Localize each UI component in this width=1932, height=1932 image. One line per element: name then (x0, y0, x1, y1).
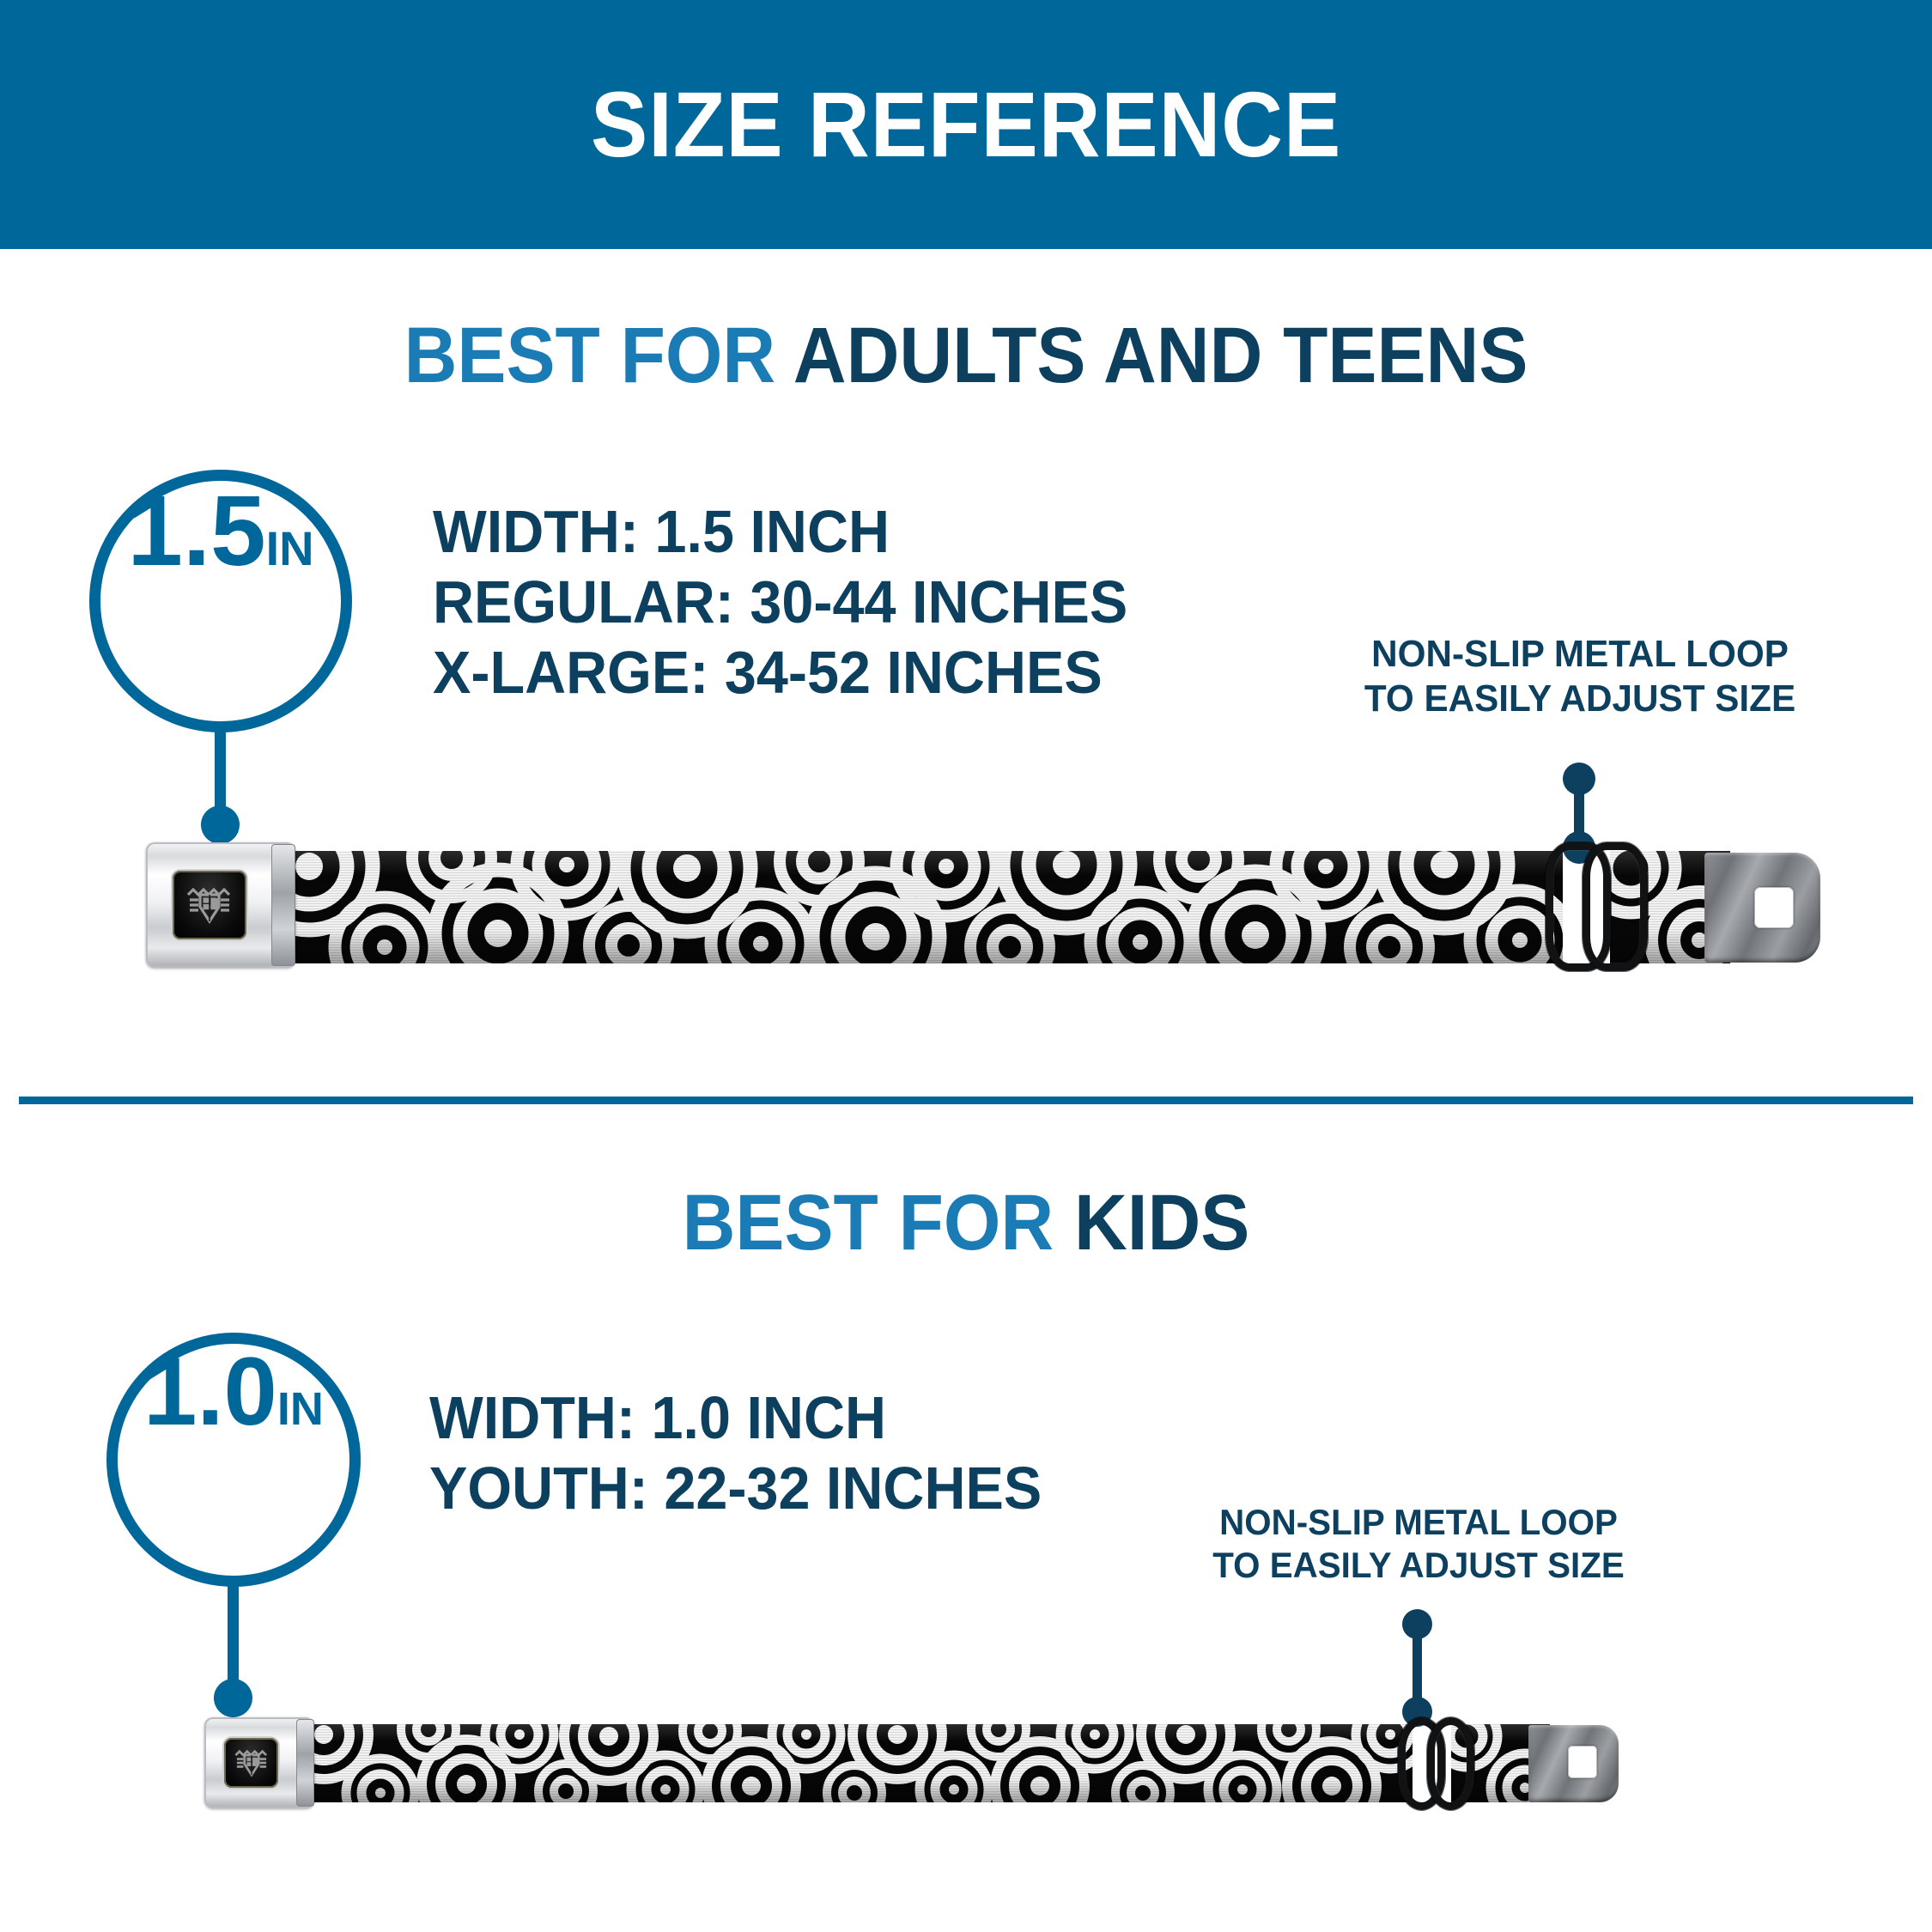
non-slip-metal-loop-kids-a (1398, 1717, 1445, 1810)
strap-shading-adults (283, 851, 1563, 963)
size-badge-number-1-5in: 1.5 (127, 475, 266, 586)
heading-emphasis-adults: ADULTS AND TEENS (793, 312, 1528, 399)
spec-line-youth-kids: YOUTH: 22-32 INCHES (429, 1455, 1042, 1522)
non-slip-metal-loop-adults-a (1546, 842, 1611, 971)
section-heading-kids: BEST FOR KIDS (68, 1183, 1865, 1262)
callout-leader-line-kids (1413, 1619, 1422, 1712)
strap-shading-kids (305, 1724, 1413, 1802)
belt-strap-kids (305, 1724, 1413, 1802)
size-badge-leader-line-1-5in (215, 726, 226, 820)
strap-pattern-adults (283, 851, 1563, 963)
heading-emphasis-kids: KIDS (1073, 1179, 1250, 1267)
strap-pattern-kids (305, 1724, 1413, 1802)
belt-buckle-adults (146, 842, 295, 968)
header-banner: SIZE REFERENCE (0, 0, 1932, 249)
spec-line-width-kids: WIDTH: 1.0 INCH (429, 1384, 886, 1451)
belt-tip-slot-kids (1568, 1746, 1597, 1778)
callout-line-2-adults: TO EASILY ADJUST SIZE (1364, 677, 1796, 720)
callout-line-1-kids: NON-SLIP METAL LOOP (1219, 1502, 1618, 1542)
size-badge-leader-dot-1-5in (201, 805, 240, 844)
buckle-clamp-kids (296, 1719, 314, 1807)
size-badge-number-1-0in: 1.0 (143, 1338, 277, 1445)
callout-leader-line-adults (1574, 773, 1584, 848)
section-divider (19, 1097, 1913, 1104)
callout-metal-loop-adults: NON-SLIP METAL LOOP TO EASILY ADJUST SIZ… (1348, 632, 1812, 721)
bd-shield-logo-icon-kids (234, 1749, 267, 1777)
belt-metal-tip-adults (1704, 853, 1820, 963)
non-slip-metal-loop-kids-b (1427, 1717, 1474, 1810)
strap-weave-texture-adults (283, 851, 1563, 963)
buckle-logo-plate-kids (224, 1738, 278, 1788)
buckle-logo-plate-adults (173, 871, 246, 939)
spec-line-xlarge-adults: X-LARGE: 34-52 INCHES (433, 639, 1103, 706)
size-badge-unit-1-5in: IN (265, 521, 314, 575)
spec-list-kids: WIDTH: 1.0 INCH YOUTH: 22-32 INCHES (429, 1382, 1074, 1523)
non-slip-metal-loop-adults-b (1583, 842, 1648, 971)
spec-list-adults: WIDTH: 1.5 INCH REGULAR: 30-44 INCHES X-… (433, 496, 1164, 708)
buckle-clamp-adults (271, 844, 295, 966)
spec-line-width-adults: WIDTH: 1.5 INCH (433, 498, 890, 565)
spec-line-regular-adults: REGULAR: 30-44 INCHES (433, 568, 1128, 635)
section-heading-adults: BEST FOR ADULTS AND TEENS (68, 316, 1865, 395)
callout-line-2-kids: TO EASILY ADJUST SIZE (1212, 1544, 1625, 1585)
heading-prefix-adults: BEST FOR (404, 312, 793, 399)
belt-metal-tip-kids (1528, 1725, 1619, 1802)
heading-prefix-kids: BEST FOR (682, 1179, 1074, 1267)
strap-weave-texture-kids (305, 1724, 1413, 1802)
size-badge-unit-1-0in: IN (276, 1383, 324, 1435)
callout-line-1-adults: NON-SLIP METAL LOOP (1371, 633, 1789, 675)
page-title: SIZE REFERENCE (590, 72, 1342, 176)
callout-metal-loop-kids: NON-SLIP METAL LOOP TO EASILY ADJUST SIZ… (1195, 1501, 1642, 1586)
size-badge-leader-dot-1-0in (214, 1679, 252, 1717)
belt-buckle-kids (204, 1717, 314, 1808)
bd-shield-logo-icon (186, 887, 231, 924)
size-badge-leader-line-1-0in (228, 1582, 239, 1693)
size-badge-circle-1-5in: 1.5 IN (89, 470, 352, 732)
belt-tip-slot-adults (1754, 887, 1794, 928)
belt-strap-adults (283, 851, 1563, 963)
